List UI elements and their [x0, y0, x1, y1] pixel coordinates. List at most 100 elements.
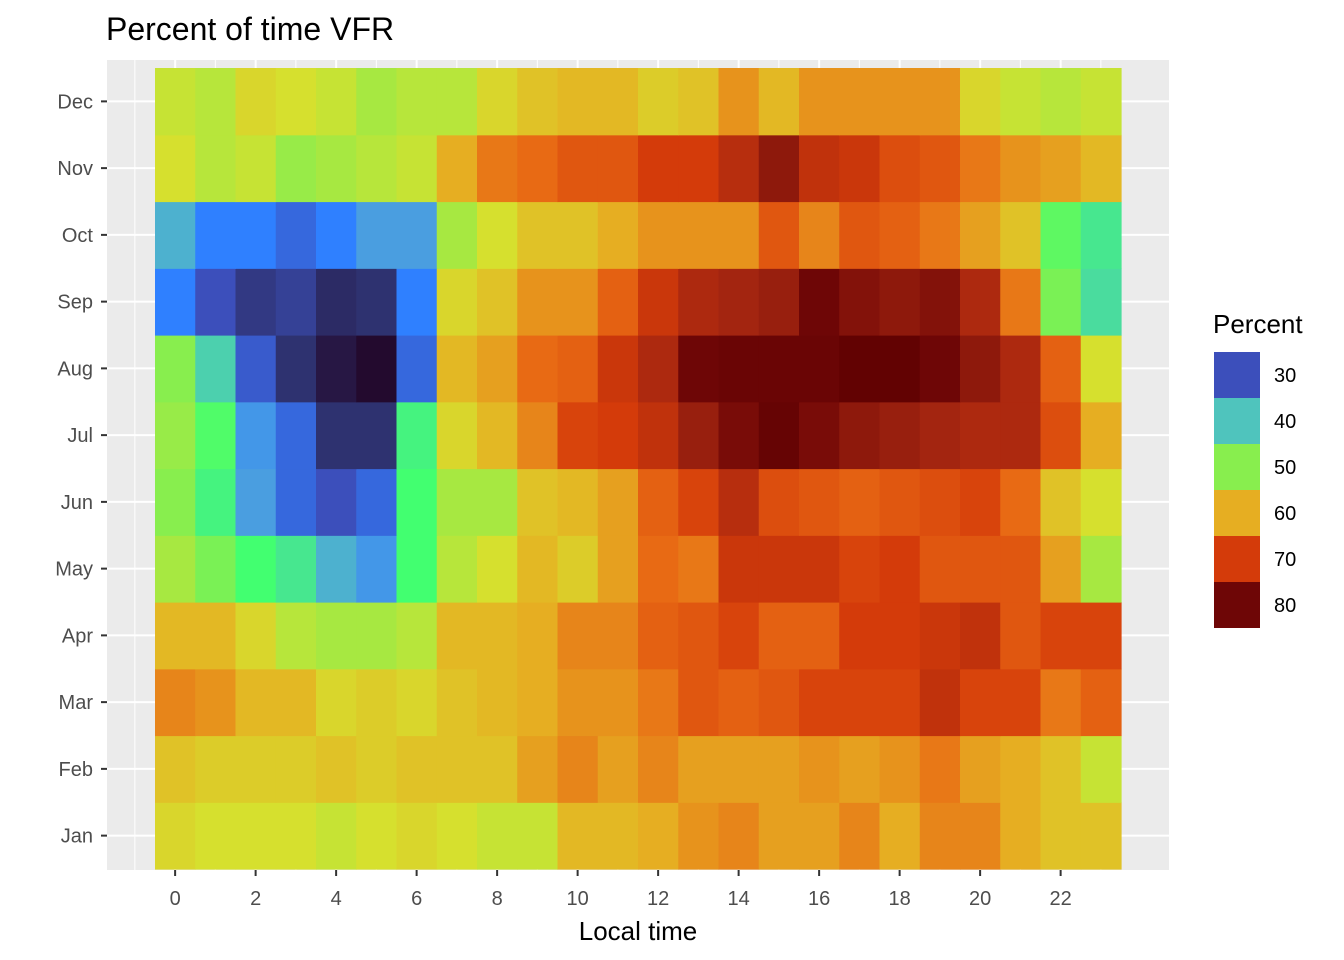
heatmap-cell	[597, 535, 639, 603]
heatmap-cell	[1080, 802, 1122, 870]
heatmap-cell	[839, 602, 881, 670]
heatmap-cell	[799, 401, 840, 470]
heatmap-cell	[960, 468, 1001, 536]
heatmap-cell	[557, 268, 599, 336]
x-tick-label: 2	[250, 888, 261, 910]
heatmap-cell	[396, 602, 438, 670]
heatmap-cell	[960, 535, 1001, 603]
heatmap-cell	[960, 735, 1001, 803]
heatmap-cell	[1040, 401, 1082, 470]
heatmap-cell	[799, 335, 840, 403]
heatmap-cell	[396, 802, 438, 870]
heatmap-cell	[356, 68, 398, 136]
heatmap-cell	[1040, 735, 1082, 803]
y-tick-label: Jul	[67, 425, 93, 447]
heatmap-cell	[275, 335, 317, 403]
heatmap-cell	[477, 335, 518, 403]
x-tick-label: 20	[969, 888, 991, 910]
x-axis: 0 2 4 6 8 10 12 14 16 18 20 22	[170, 870, 1072, 910]
heatmap-cell	[396, 134, 438, 203]
heatmap-cell	[718, 134, 760, 203]
heatmap-cell	[275, 68, 317, 136]
heatmap-cell	[919, 802, 961, 870]
heatmap-cell	[1080, 401, 1122, 470]
heatmap-cell	[1000, 68, 1042, 136]
heatmap-cell	[477, 268, 518, 336]
heatmap-cell	[879, 134, 921, 203]
heatmap-cell	[477, 134, 518, 203]
heatmap-cell	[638, 335, 679, 403]
heatmap-cell	[597, 735, 639, 803]
heatmap-cell	[839, 268, 881, 336]
heatmap-cell	[799, 735, 840, 803]
heatmap-cell	[235, 335, 277, 403]
heatmap-cell	[396, 668, 438, 737]
heatmap-cell	[1080, 602, 1122, 670]
heatmap-cell	[799, 201, 840, 269]
heatmap-cell	[477, 201, 518, 269]
heatmap-cell	[155, 134, 196, 203]
heatmap-cell	[436, 201, 478, 269]
heatmap-cell	[879, 735, 921, 803]
heatmap-cell	[557, 201, 599, 269]
heatmap-cell	[275, 802, 317, 870]
heatmap-cell	[919, 401, 961, 470]
heatmap-cell	[879, 401, 921, 470]
heatmap-cell	[436, 134, 478, 203]
heatmap-cell	[960, 68, 1001, 136]
heatmap-cell	[839, 802, 881, 870]
heatmap-cell	[919, 68, 961, 136]
heatmap-cell	[1080, 735, 1122, 803]
heatmap-cell	[1000, 268, 1042, 336]
heatmap-cell	[356, 134, 398, 203]
heatmap-cell	[597, 134, 639, 203]
heatmap-cell	[839, 401, 881, 470]
heatmap-cell	[517, 268, 559, 336]
y-tick-label: Aug	[57, 358, 93, 380]
x-tick-label: 16	[808, 888, 830, 910]
heatmap-cell	[678, 668, 720, 737]
heatmap-cell	[718, 335, 760, 403]
legend-title: Percent	[1213, 309, 1303, 339]
heatmap-cell	[597, 802, 639, 870]
heatmap-cell	[879, 468, 921, 536]
heatmap-cell	[718, 201, 760, 269]
x-tick-label: 22	[1050, 888, 1072, 910]
heatmap-cell	[195, 268, 237, 336]
heatmap-cell	[517, 468, 559, 536]
heatmap-cell	[758, 68, 800, 136]
heatmap-cell	[1080, 535, 1122, 603]
heatmap-cell	[275, 468, 317, 536]
heatmap-cell	[799, 535, 840, 603]
heatmap-cell	[436, 268, 478, 336]
heatmap-cell	[1080, 268, 1122, 336]
y-tick-label: Jan	[61, 826, 93, 848]
heatmap-cell	[638, 68, 679, 136]
heatmap-cell	[316, 668, 357, 737]
heatmap-cell	[597, 68, 639, 136]
heatmap-cell	[557, 68, 599, 136]
heatmap-cell	[678, 68, 720, 136]
heatmap-cell	[1000, 335, 1042, 403]
heatmap-cell	[275, 134, 317, 203]
heatmap-cell	[758, 335, 800, 403]
heatmap-cell	[879, 201, 921, 269]
heatmap-cell	[758, 134, 800, 203]
legend-swatch	[1214, 490, 1260, 536]
heatmap-cell	[477, 668, 518, 737]
heatmap-cell	[396, 468, 438, 536]
heatmap-cell	[597, 335, 639, 403]
heatmap-cell	[1040, 201, 1082, 269]
heatmap-cell	[155, 268, 196, 336]
heatmap-cell	[316, 602, 357, 670]
heatmap-cell	[557, 468, 599, 536]
heatmap-cell	[235, 268, 277, 336]
heatmap-cell	[356, 668, 398, 737]
heatmap-cell	[316, 735, 357, 803]
heatmap-cell	[758, 668, 800, 737]
heatmap-cell	[235, 401, 277, 470]
heatmap-cell	[839, 535, 881, 603]
heatmap-cell	[638, 668, 679, 737]
heatmap-cell	[436, 68, 478, 136]
x-tick-label: 4	[331, 888, 342, 910]
